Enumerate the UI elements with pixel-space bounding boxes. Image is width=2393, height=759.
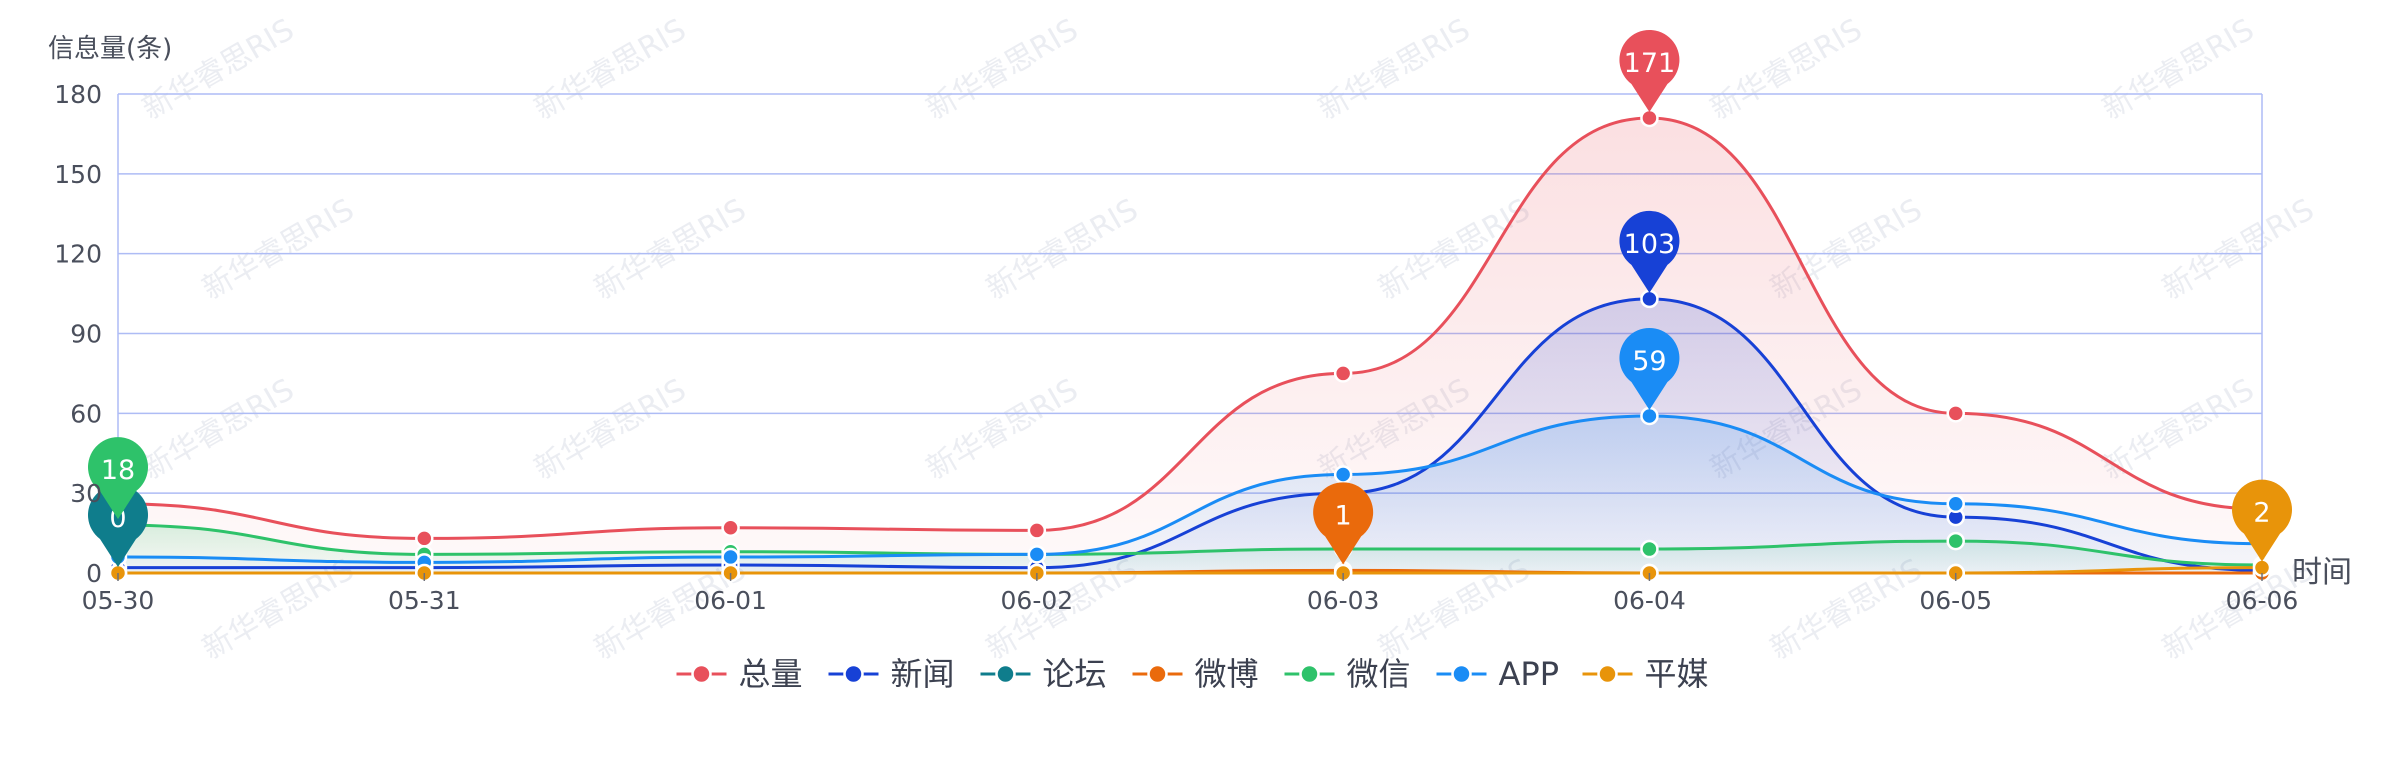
legend-label: 总量 xyxy=(739,655,803,693)
y-axis-title: 信息量(条) xyxy=(48,34,172,64)
pin-label: 18 xyxy=(101,455,135,486)
y-tick-label: 180 xyxy=(54,80,102,109)
legend-marker xyxy=(1299,663,1320,685)
legend-marker xyxy=(843,663,864,685)
data-point[interactable] xyxy=(1640,289,1659,309)
y-tick-label: 0 xyxy=(86,559,102,588)
data-point[interactable] xyxy=(721,547,740,567)
data-point[interactable] xyxy=(1640,539,1659,559)
legend-label: 平媒 xyxy=(1645,655,1709,693)
axis-ticks: 0 30 60 90 120 150 180 05-30 05-31 06-01 06-02 06-0… xyxy=(54,80,2298,615)
value-pin: 1 xyxy=(1313,482,1374,565)
pin-marker xyxy=(1619,29,1680,112)
value-pin: 18 xyxy=(88,437,149,520)
value-pin: 59 xyxy=(1619,327,1680,410)
pin-label: 1 xyxy=(1335,500,1352,531)
x-tick-label: 06-01 xyxy=(694,586,767,615)
pin-label: 103 xyxy=(1624,229,1676,260)
pin-label: 59 xyxy=(1632,346,1666,377)
watermark-text: 新华睿思RIS xyxy=(981,192,1145,307)
data-point[interactable] xyxy=(1946,494,1965,514)
series-line xyxy=(117,414,2263,564)
y-tick-label: 150 xyxy=(54,160,102,189)
legend-marker xyxy=(1451,663,1472,685)
x-tick-label: 05-31 xyxy=(388,586,461,615)
legend-label: 新闻 xyxy=(891,655,955,693)
data-point[interactable] xyxy=(721,518,740,538)
watermark-text: 新华睿思RIS xyxy=(529,372,693,487)
x-axis-title: 时间 xyxy=(2292,555,2352,590)
legend-label: 微博 xyxy=(1195,655,1259,693)
legend-item[interactable]: 微博 xyxy=(1132,655,1259,693)
pin-label: 171 xyxy=(1624,48,1676,79)
x-tick-label: 05-30 xyxy=(82,586,155,615)
series-area xyxy=(118,415,2262,573)
legend-marker xyxy=(1147,663,1168,685)
legend-marker xyxy=(691,663,712,685)
legend-marker xyxy=(1597,663,1618,685)
x-tick-label: 06-06 xyxy=(2226,586,2299,615)
legend-item[interactable]: 论坛 xyxy=(980,655,1107,693)
legend-item[interactable]: 总量 xyxy=(676,655,803,693)
pin-marker xyxy=(1619,327,1680,410)
watermark-text: 新华睿思RIS xyxy=(921,12,1085,127)
legend-item[interactable]: 平媒 xyxy=(1582,655,1709,693)
data-point[interactable] xyxy=(1640,406,1659,426)
data-point[interactable] xyxy=(415,529,434,548)
watermark-text: 新华睿思RIS xyxy=(137,372,301,487)
x-tick-label: 06-03 xyxy=(1307,586,1380,615)
pin-marker xyxy=(88,437,149,520)
watermark-text: 新华睿思RIS xyxy=(589,192,753,307)
watermark-text: 新华睿思RIS xyxy=(1313,12,1477,127)
watermark-text: 新华睿思RIS xyxy=(137,12,301,127)
pin-marker xyxy=(1313,482,1374,565)
legend: 总量 新闻 论坛 微博 微信 APP 平媒 xyxy=(676,655,1709,693)
legend-label: APP xyxy=(1499,655,1559,693)
series-line xyxy=(117,116,2263,540)
pin-marker xyxy=(88,485,148,567)
legend-item[interactable]: 微信 xyxy=(1284,655,1411,693)
series-line xyxy=(117,566,2263,575)
watermark-text: 新华睿思RIS xyxy=(1705,12,1869,127)
x-tick-label: 06-04 xyxy=(1613,586,1686,615)
watermark-text: 新华睿思RIS xyxy=(197,192,361,307)
watermark-text: 新华睿思RIS xyxy=(921,372,1085,487)
x-tick-label: 06-02 xyxy=(1001,586,1074,615)
watermark-text: 新华睿思RIS xyxy=(2097,12,2261,127)
series-line xyxy=(117,297,2263,572)
legend-item[interactable]: 新闻 xyxy=(828,655,955,693)
data-point[interactable] xyxy=(1333,364,1353,383)
series-areas xyxy=(118,117,2262,573)
data-point[interactable] xyxy=(1333,465,1353,484)
y-tick-label: 120 xyxy=(54,240,102,269)
data-point[interactable] xyxy=(1640,108,1659,128)
value-pin: 171 xyxy=(1619,29,1680,112)
watermark-text: 新华睿思RIS xyxy=(529,12,693,127)
value-pin: 103 xyxy=(1619,210,1680,293)
pin-marker xyxy=(2232,479,2293,562)
watermark-text: 新华睿思RIS xyxy=(2157,192,2321,307)
data-point[interactable] xyxy=(1027,545,1047,564)
value-pins: 1711030118592 xyxy=(88,29,2293,567)
legend-label: 微信 xyxy=(1347,655,1411,693)
value-pin: 2 xyxy=(2232,479,2293,562)
legend-item[interactable]: APP xyxy=(1436,655,1559,693)
y-tick-label: 60 xyxy=(70,399,102,428)
pin-label: 2 xyxy=(2253,498,2270,529)
data-point[interactable] xyxy=(1946,404,1965,423)
legend-label: 论坛 xyxy=(1043,655,1107,693)
data-point[interactable] xyxy=(1946,531,1965,551)
y-tick-label: 90 xyxy=(70,320,102,349)
y-tick-label: 30 xyxy=(70,479,102,508)
data-point[interactable] xyxy=(1027,521,1047,540)
series-lines xyxy=(117,116,2263,575)
pin-marker xyxy=(1619,210,1680,293)
x-tick-label: 06-05 xyxy=(1919,586,1992,615)
series-line xyxy=(117,523,2263,567)
legend-marker xyxy=(995,663,1016,685)
